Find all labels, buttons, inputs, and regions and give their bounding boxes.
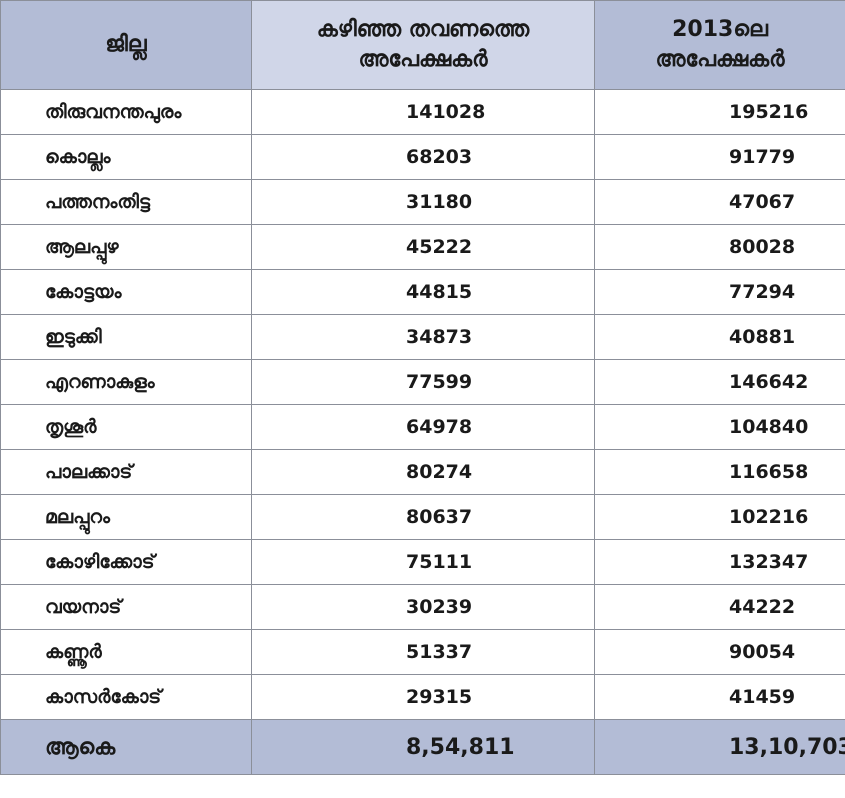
- header-previous-applicants: കഴിഞ്ഞ തവണത്തെ അപേക്ഷകർ: [251, 0, 595, 90]
- table-header: ജില്ല കഴിഞ്ഞ തവണത്തെ അപേക്ഷകർ 2013ലെ അപേ…: [0, 0, 845, 90]
- total-row: ആകെ 8,54,811 13,10,703: [0, 719, 845, 775]
- table-row: ഇടുക്കി 34873 40881: [0, 314, 845, 360]
- previous-count: 80274: [251, 449, 595, 495]
- table-body: തിരുവനന്തപുരം 141028 195216 കൊല്ലം 68203…: [0, 89, 845, 720]
- total-previous: 8,54,811: [251, 719, 595, 775]
- district-name: മലപ്പുറം: [0, 494, 252, 540]
- district-name: കാസർകോട്: [0, 674, 252, 720]
- count-2013: 44222: [594, 584, 845, 630]
- count-2013: 40881: [594, 314, 845, 360]
- district-name: തിരുവനന്തപുരം: [0, 89, 252, 135]
- district-applicants-table: ജില്ല കഴിഞ്ഞ തവണത്തെ അപേക്ഷകർ 2013ലെ അപേ…: [0, 0, 845, 775]
- table-row: തൃശൂർ 64978 104840: [0, 404, 845, 450]
- previous-count: 29315: [251, 674, 595, 720]
- district-name: തൃശൂർ: [0, 404, 252, 450]
- count-2013: 80028: [594, 224, 845, 270]
- total-label: ആകെ: [0, 719, 252, 775]
- district-name: കണ്ണൂർ: [0, 629, 252, 675]
- count-2013: 90054: [594, 629, 845, 675]
- header-row: ജില്ല കഴിഞ്ഞ തവണത്തെ അപേക്ഷകർ 2013ലെ അപേ…: [0, 0, 845, 90]
- table-row: കണ്ണൂർ 51337 90054: [0, 629, 845, 675]
- header-2013-applicants: 2013ലെ അപേക്ഷകർ: [594, 0, 845, 90]
- district-name: പാലക്കാട്: [0, 449, 252, 495]
- count-2013: 104840: [594, 404, 845, 450]
- table-row: കാസർകോട് 29315 41459: [0, 674, 845, 720]
- header-district: ജില്ല: [0, 0, 252, 90]
- table-row: കൊല്ലം 68203 91779: [0, 134, 845, 180]
- previous-count: 51337: [251, 629, 595, 675]
- district-name: കൊല്ലം: [0, 134, 252, 180]
- previous-count: 44815: [251, 269, 595, 315]
- previous-count: 68203: [251, 134, 595, 180]
- count-2013: 91779: [594, 134, 845, 180]
- table-row: കോട്ടയം 44815 77294: [0, 269, 845, 315]
- table-row: മലപ്പുറം 80637 102216: [0, 494, 845, 540]
- count-2013: 77294: [594, 269, 845, 315]
- count-2013: 132347: [594, 539, 845, 585]
- header-previous-line1: കഴിഞ്ഞ തവണത്തെ: [316, 17, 530, 42]
- district-name: ഇടുക്കി: [0, 314, 252, 360]
- total-2013: 13,10,703: [594, 719, 845, 775]
- count-2013: 195216: [594, 89, 845, 135]
- previous-count: 34873: [251, 314, 595, 360]
- district-name: കോട്ടയം: [0, 269, 252, 315]
- previous-count: 80637: [251, 494, 595, 540]
- count-2013: 47067: [594, 179, 845, 225]
- header-previous-line2: അപേക്ഷകർ: [358, 47, 488, 72]
- count-2013: 146642: [594, 359, 845, 405]
- header-district-label: ജില്ല: [105, 32, 147, 57]
- table-row: കോഴിക്കോട് 75111 132347: [0, 539, 845, 585]
- table-footer: ആകെ 8,54,811 13,10,703: [0, 719, 845, 775]
- previous-count: 75111: [251, 539, 595, 585]
- table-row: പാലക്കാട് 80274 116658: [0, 449, 845, 495]
- district-name: എറണാകുളം: [0, 359, 252, 405]
- table-row: എറണാകുളം 77599 146642: [0, 359, 845, 405]
- previous-count: 30239: [251, 584, 595, 630]
- count-2013: 116658: [594, 449, 845, 495]
- previous-count: 64978: [251, 404, 595, 450]
- district-name: ആലപ്പുഴ: [0, 224, 252, 270]
- header-2013-line1: 2013ലെ: [672, 17, 768, 42]
- district-name: വയനാട്: [0, 584, 252, 630]
- previous-count: 45222: [251, 224, 595, 270]
- previous-count: 77599: [251, 359, 595, 405]
- count-2013: 41459: [594, 674, 845, 720]
- table-row: പത്തനംതിട്ട 31180 47067: [0, 179, 845, 225]
- table-row: ആലപ്പുഴ 45222 80028: [0, 224, 845, 270]
- table-row: തിരുവനന്തപുരം 141028 195216: [0, 89, 845, 135]
- header-2013-line2: അപേക്ഷകർ: [655, 47, 785, 72]
- previous-count: 31180: [251, 179, 595, 225]
- count-2013: 102216: [594, 494, 845, 540]
- table-row: വയനാട് 30239 44222: [0, 584, 845, 630]
- previous-count: 141028: [251, 89, 595, 135]
- district-name: പത്തനംതിട്ട: [0, 179, 252, 225]
- district-name: കോഴിക്കോട്: [0, 539, 252, 585]
